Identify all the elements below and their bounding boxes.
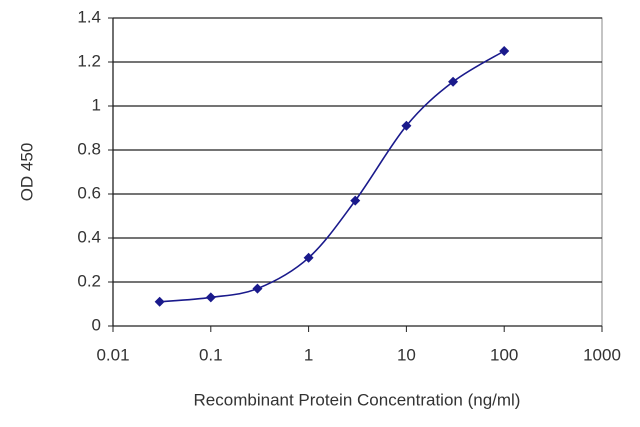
y-tick-label: 1.4 <box>77 7 101 26</box>
point <box>350 195 361 206</box>
point <box>448 76 459 87</box>
point <box>499 46 510 56</box>
x-tick-label: 0.1 <box>199 345 223 364</box>
y-tick-label: 0.4 <box>77 227 101 246</box>
x-axis-label: Recombinant Protein Concentration (ng/ml… <box>194 390 521 409</box>
point <box>252 283 263 294</box>
point <box>205 292 216 303</box>
y-tick-label: 0.2 <box>77 271 101 290</box>
plot-area <box>112 17 603 327</box>
x-tick-label: 0.01 <box>96 345 129 364</box>
y-tick-label: 0.6 <box>77 183 101 202</box>
curve <box>159 50 505 303</box>
point <box>401 120 412 131</box>
y-tick-label: 0.8 <box>77 139 101 158</box>
y-tick-label: 1 <box>92 95 101 114</box>
y-axis-label: OD 450 <box>17 143 36 202</box>
x-tick-label: 10 <box>397 345 416 364</box>
x-tick-label: 1000 <box>583 345 621 364</box>
y-tick-label: 0 <box>92 315 101 334</box>
point <box>154 296 165 307</box>
point <box>303 252 314 263</box>
x-tick-label: 1 <box>304 345 313 364</box>
x-tick-label: 100 <box>490 345 518 364</box>
y-tick-label: 1.2 <box>77 51 101 70</box>
